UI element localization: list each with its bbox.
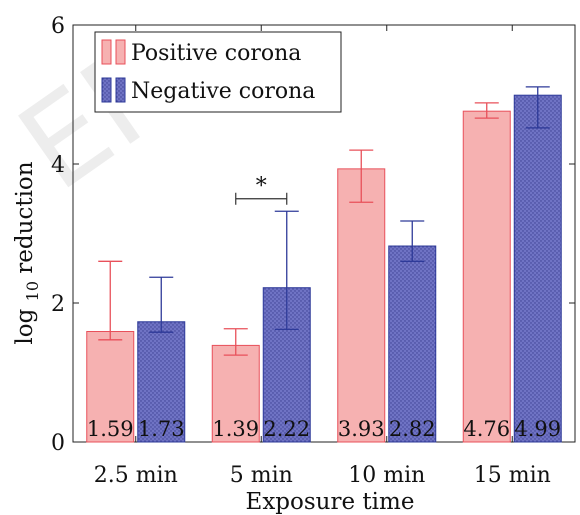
error-bars-group — [98, 86, 550, 356]
data-label: 2.22 — [263, 417, 310, 441]
bar-negative — [388, 245, 437, 443]
axes-group: 0 2 4 6 2.5 min 5 min 10 min 15 min — [51, 14, 575, 488]
plot-frame — [72, 24, 576, 443]
legend-swatch-right — [115, 77, 126, 103]
data-label: 2.82 — [389, 417, 436, 441]
y-axis-title-subscript: 10 — [23, 281, 42, 301]
x-tick-label: 2.5 min — [94, 463, 178, 488]
y-tick-label: 2 — [51, 292, 65, 317]
data-label: 1.73 — [138, 417, 185, 441]
y-tick-label: 6 — [51, 14, 65, 39]
legend-label: Positive corona — [131, 41, 301, 66]
legend: Positive corona Negative corona — [94, 31, 342, 113]
x-tick-label: 15 min — [474, 463, 551, 488]
bar-positive — [462, 110, 511, 443]
plot-area — [72, 24, 576, 443]
legend-label: Negative corona — [131, 79, 315, 104]
legend-swatch-left — [101, 39, 112, 65]
bar-negative — [513, 94, 562, 443]
y-axis-title-rest: reduction — [12, 161, 38, 273]
data-label: 1.59 — [87, 417, 134, 441]
y-tick-label: 0 — [51, 431, 65, 456]
data-label: 3.93 — [338, 417, 385, 441]
data-labels-group: 1.59 1.39 3.93 4.76 1.73 2.22 2.82 4.99 — [87, 417, 561, 441]
legend-swatch-right — [115, 39, 126, 65]
data-label: 4.76 — [463, 417, 510, 441]
bars-group — [86, 94, 562, 443]
bar-positive — [86, 330, 135, 443]
y-axis-title: log 10 reduction — [12, 161, 44, 344]
x-axis-title: Exposure time — [246, 489, 415, 515]
x-tick-label: 5 min — [230, 463, 293, 488]
data-label: 1.39 — [212, 417, 259, 441]
legend-box — [94, 31, 342, 113]
data-label: 4.99 — [514, 417, 561, 441]
significance-star: * — [256, 174, 267, 199]
significance-group: * — [235, 174, 288, 205]
bar-positive — [337, 168, 386, 443]
bar-negative — [137, 321, 186, 443]
y-axis-title-main: log — [12, 308, 38, 344]
legend-swatch-left — [101, 77, 112, 103]
y-tick-label: 4 — [51, 153, 65, 178]
x-tick-label: 10 min — [348, 463, 425, 488]
